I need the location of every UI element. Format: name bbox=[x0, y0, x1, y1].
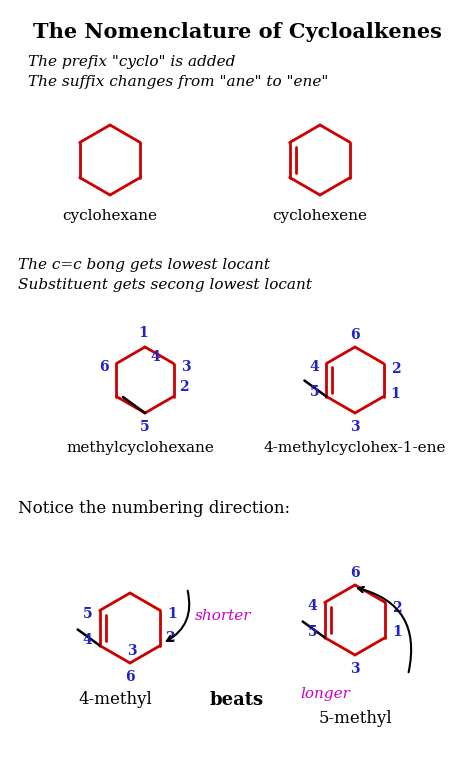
Text: 6: 6 bbox=[350, 566, 360, 580]
Text: 3: 3 bbox=[127, 644, 137, 658]
Text: longer: longer bbox=[300, 687, 350, 701]
Text: beats: beats bbox=[210, 691, 264, 709]
Text: 6: 6 bbox=[100, 359, 109, 373]
Text: shorter: shorter bbox=[195, 608, 252, 622]
Text: 2: 2 bbox=[165, 630, 175, 644]
Text: 4: 4 bbox=[310, 359, 319, 373]
Text: 5: 5 bbox=[308, 626, 318, 640]
Text: 4-methyl: 4-methyl bbox=[78, 691, 152, 708]
Text: 4: 4 bbox=[308, 598, 318, 612]
Text: 2: 2 bbox=[179, 379, 188, 393]
Text: 5-methyl: 5-methyl bbox=[318, 710, 392, 727]
Text: 2: 2 bbox=[391, 361, 401, 375]
Text: The suffix changes from "ane" to "ene": The suffix changes from "ane" to "ene" bbox=[28, 75, 328, 89]
Text: 5: 5 bbox=[310, 385, 319, 399]
Text: 1: 1 bbox=[167, 607, 177, 621]
Text: 1: 1 bbox=[391, 386, 401, 400]
Text: methylcyclohexane: methylcyclohexane bbox=[66, 441, 214, 455]
Text: 3: 3 bbox=[350, 420, 360, 434]
Text: 6: 6 bbox=[350, 328, 360, 342]
Text: 5: 5 bbox=[140, 420, 150, 434]
Text: 1: 1 bbox=[392, 626, 402, 640]
Text: 2: 2 bbox=[392, 601, 402, 615]
Text: 4-methylcyclohex-1-ene: 4-methylcyclohex-1-ene bbox=[264, 441, 446, 455]
Text: 4: 4 bbox=[83, 633, 92, 647]
Text: Notice the numbering direction:: Notice the numbering direction: bbox=[18, 500, 290, 517]
Text: 1: 1 bbox=[138, 326, 148, 340]
Text: 5: 5 bbox=[83, 607, 92, 621]
Text: 4: 4 bbox=[150, 350, 160, 364]
Text: cyclohexene: cyclohexene bbox=[273, 209, 367, 223]
Text: The c=c bong gets lowest locant: The c=c bong gets lowest locant bbox=[18, 258, 270, 272]
Text: cyclohexane: cyclohexane bbox=[63, 209, 157, 223]
Text: 6: 6 bbox=[125, 670, 135, 684]
Text: The prefix "cyclo" is added: The prefix "cyclo" is added bbox=[28, 55, 236, 69]
Text: 3: 3 bbox=[350, 662, 360, 676]
Text: 3: 3 bbox=[181, 359, 191, 373]
Text: The Nomenclature of Cycloalkenes: The Nomenclature of Cycloalkenes bbox=[33, 22, 441, 42]
Text: Substituent gets secong lowest locant: Substituent gets secong lowest locant bbox=[18, 278, 312, 292]
